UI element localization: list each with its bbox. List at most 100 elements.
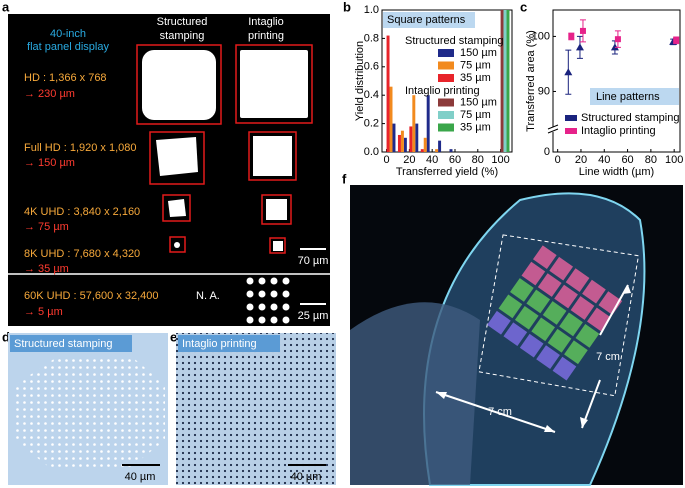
marker (579, 27, 586, 34)
pitch: → 150 µm (24, 157, 75, 169)
x-tick-label: 40 (598, 154, 610, 166)
legend-swatch (438, 49, 454, 57)
panel-label: e (170, 329, 177, 344)
arrow-head (580, 417, 588, 428)
bar (392, 123, 396, 152)
dot (270, 316, 278, 324)
bar (400, 130, 404, 152)
resolution: 4K UHD : 3,840 x 2,160 (24, 206, 140, 218)
led-cell (565, 268, 590, 292)
pitch: → 230 µm (24, 88, 75, 100)
led-cell (531, 317, 555, 342)
display-title: flat panel display (27, 41, 109, 53)
legend-group: Intaglio printing (405, 85, 480, 97)
panel-title: Intaglio printing (182, 338, 257, 350)
dot (282, 316, 290, 324)
panel-label: c (520, 0, 527, 14)
dot (258, 290, 266, 298)
arrow-head (436, 392, 447, 399)
dimension-label: 7 cm (488, 406, 512, 418)
led-cell (498, 294, 523, 319)
resolution: HD : 1,366 x 768 (24, 72, 107, 84)
x-tick-label: 60 (449, 154, 461, 166)
led-array (487, 245, 623, 381)
y-tick-label: 0.4 (364, 89, 379, 101)
bar (386, 35, 390, 153)
legend-label: 35 µm (460, 121, 491, 133)
led-cell (532, 245, 557, 270)
led-cell (487, 310, 511, 335)
legend-swatch (565, 115, 577, 121)
pitch: → 5 µm (24, 306, 63, 318)
dot (246, 277, 254, 285)
bar (503, 10, 507, 152)
x-tick-label: 100 (665, 154, 683, 166)
legend-swatch (565, 128, 577, 134)
y-tick-label: 100 (532, 30, 550, 42)
annotation: Square patterns (387, 14, 466, 26)
legend-label: 150 µm (460, 47, 497, 59)
led-cell (554, 284, 578, 309)
x-tick-label: 20 (403, 154, 415, 166)
scale-bar-label: 40 µm (291, 471, 322, 483)
not-available: N. A. (196, 290, 220, 302)
panel-label: f (342, 171, 347, 186)
legend-group: Structured stamping (405, 35, 503, 47)
panel-label: a (2, 0, 10, 14)
dot (270, 290, 278, 298)
dot (258, 316, 266, 324)
y-axis-label: Yield distribution (354, 41, 366, 121)
scale-bar-label: 40 µm (125, 471, 156, 483)
dot (270, 277, 278, 285)
legend-swatch (438, 123, 454, 132)
x-tick-label: 0 (555, 154, 561, 166)
y-tick-label: 0.2 (364, 118, 379, 130)
bar (389, 86, 393, 152)
plot-frame (552, 9, 681, 153)
plot-frame (381, 9, 513, 153)
panel-label: b (343, 0, 351, 14)
bar (500, 10, 504, 152)
column-title: Structured (157, 16, 208, 28)
resolution: 8K UHD : 7,680 x 4,320 (24, 248, 140, 260)
pitch: → 75 µm (24, 221, 69, 233)
column-title: Intaglio (248, 16, 283, 28)
legend-label: 150 µm (460, 96, 497, 108)
x-tick-label: 80 (472, 154, 484, 166)
legend-label: 75 µm (460, 59, 491, 71)
dot (246, 303, 254, 311)
dot (282, 290, 290, 298)
dot (270, 303, 278, 311)
x-axis-label: Line width (µm) (579, 166, 654, 178)
display-title: 40-inch (50, 28, 86, 40)
column-title: printing (248, 30, 284, 42)
bar (449, 149, 453, 152)
led-cell (598, 291, 623, 315)
led-cell (521, 261, 546, 286)
bar (506, 10, 510, 152)
panel-d: Structured stamping 40 µm (8, 333, 168, 485)
led-cell (542, 301, 567, 325)
dot-array (176, 333, 336, 485)
led-cell (536, 345, 560, 369)
legend-swatch (438, 98, 454, 107)
panel-title: Structured stamping (14, 338, 112, 350)
led-cell (559, 312, 583, 337)
led-cell (519, 333, 544, 358)
bar (435, 149, 439, 152)
x-tick-label: 20 (575, 154, 587, 166)
marker (575, 43, 584, 51)
bar (426, 95, 430, 152)
column-title: stamping (160, 30, 205, 42)
legend-label: Structured stamping (581, 112, 679, 124)
pattern-dots (246, 277, 290, 324)
resolution: 60K UHD : 57,600 x 32,400 (24, 290, 159, 302)
marker (614, 36, 621, 43)
panel-f: 7 cm 7 cm (350, 185, 683, 486)
x-tick-label: 80 (645, 154, 657, 166)
resolution: Full HD : 1,920 x 1,080 (24, 142, 137, 154)
dot (246, 290, 254, 298)
led-cell (570, 296, 595, 320)
annotation: Line patterns (596, 91, 660, 103)
legend-swatch (438, 111, 454, 119)
